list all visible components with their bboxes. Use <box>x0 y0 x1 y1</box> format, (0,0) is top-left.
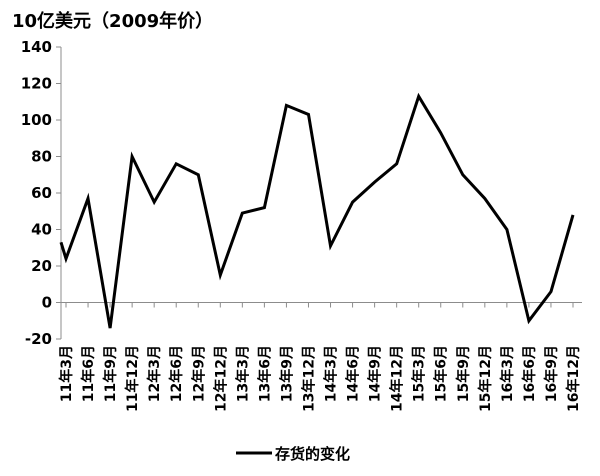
x-tick-label: 16年12月 <box>565 345 582 412</box>
x-tick-label: 15年12月 <box>477 345 494 412</box>
x-tick-label: 11年6月 <box>80 345 97 402</box>
y-tick-label: 80 <box>31 148 52 166</box>
x-tick-label: 12年6月 <box>168 345 185 402</box>
x-tick-label: 13年3月 <box>234 345 251 402</box>
y-tick-label: 40 <box>31 221 52 239</box>
legend-label: 存货的变化 <box>275 445 350 463</box>
x-tick-label: 15年3月 <box>411 345 428 402</box>
y-tick-label: 60 <box>31 184 52 202</box>
x-tick-label: 12年9月 <box>190 345 207 402</box>
y-tick-label: 120 <box>21 75 52 93</box>
x-tick-label: 12年12月 <box>212 345 229 412</box>
series-layer <box>59 92 575 329</box>
x-tick-label: 16年9月 <box>543 345 560 402</box>
x-tick-label: 14年9月 <box>367 345 384 402</box>
x-tick-label: 11年12月 <box>124 345 141 412</box>
y-tick-label: 140 <box>21 38 52 56</box>
y-tick-label: 0 <box>42 294 52 312</box>
x-tick-label: 16年3月 <box>499 345 516 402</box>
x-tick-label: 13年6月 <box>256 345 273 402</box>
y-axis-ticks: -20 0 20 40 60 80 100 120 140 <box>21 38 61 348</box>
x-tick-label: 14年3月 <box>323 345 340 402</box>
x-tick-label: 16年6月 <box>521 345 538 402</box>
x-tick-label: 12年3月 <box>146 345 163 402</box>
x-tick-label: 15年6月 <box>433 345 450 402</box>
x-tick-label: 15年9月 <box>455 345 472 402</box>
legend: 存货的变化 <box>236 445 350 463</box>
x-tick-label: 13年12月 <box>300 345 317 412</box>
y-tick-label: 100 <box>21 111 52 129</box>
x-axis-ticks: 11年3月 11年6月 11年9月 11年12月 12年3月 12年6月 12年9月 12年1… <box>58 302 582 412</box>
x-tick-label: 11年3月 <box>58 345 75 402</box>
x-tick-label: 14年6月 <box>345 345 362 402</box>
x-tick-label: 11年9月 <box>102 345 119 402</box>
x-tick-label: 13年9月 <box>278 345 295 402</box>
y-tick-label: 20 <box>31 257 52 275</box>
x-tick-label: 14年12月 <box>389 345 406 412</box>
series-line <box>59 92 575 329</box>
unit-label: 10亿美元（2009年价） <box>12 10 213 32</box>
y-tick-label: -20 <box>25 330 52 348</box>
